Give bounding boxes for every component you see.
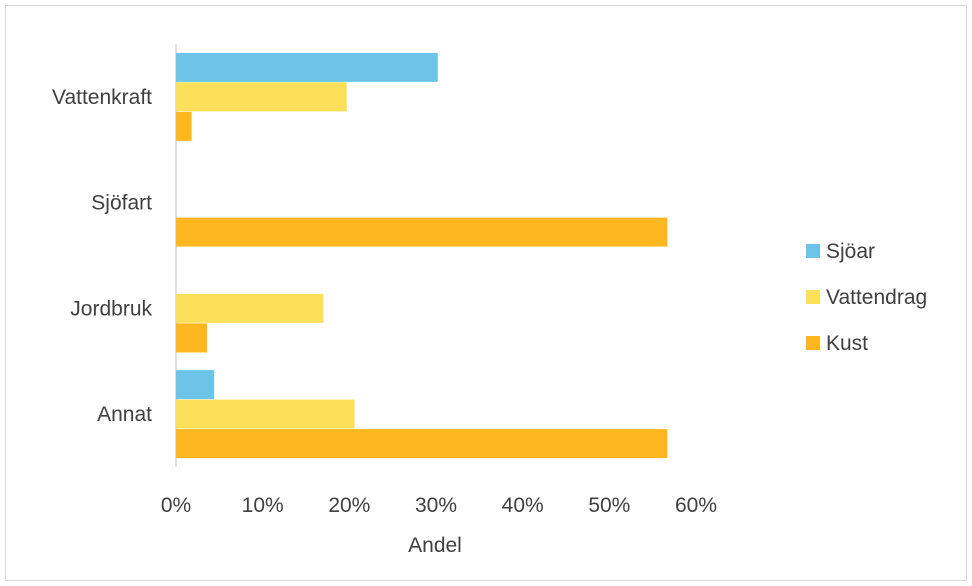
x-tick-label: 30% bbox=[415, 494, 457, 517]
x-tick-label: 60% bbox=[675, 494, 717, 517]
x-tick-label: 40% bbox=[502, 494, 544, 517]
bar-vattendrag bbox=[176, 399, 355, 429]
legend-label: Sjöar bbox=[826, 240, 875, 263]
bar-kust bbox=[176, 111, 192, 141]
bars bbox=[176, 52, 668, 459]
y-category-label: Annat bbox=[97, 403, 152, 426]
bar-kust bbox=[176, 217, 668, 247]
x-tick-label: 0% bbox=[161, 494, 191, 517]
bar-sjöar bbox=[176, 52, 438, 82]
legend-swatch bbox=[806, 244, 820, 258]
legend-swatch bbox=[806, 336, 820, 350]
legend-swatch bbox=[806, 290, 820, 304]
y-category-label: Vattenkraft bbox=[52, 86, 152, 109]
x-axis-title: Andel bbox=[408, 534, 462, 557]
chart-frame bbox=[5, 5, 967, 581]
y-category-label: Jordbruk bbox=[70, 297, 152, 320]
legend: Sjöar Vattendrag Kust bbox=[806, 240, 927, 355]
x-tick-label: 10% bbox=[242, 494, 284, 517]
bar-kust bbox=[176, 429, 668, 459]
legend-label: Vattendrag bbox=[826, 286, 927, 309]
bar-vattendrag bbox=[176, 293, 324, 323]
bar-vattendrag bbox=[176, 82, 347, 112]
bar-sjöar bbox=[176, 370, 215, 400]
labels: 0% 10% 20% 30% 40% 50% 60% Vattenkraft Sjöfart Jo… bbox=[52, 86, 717, 517]
y-category-label: Sjöfart bbox=[91, 192, 152, 215]
legend-label: Kust bbox=[826, 332, 868, 355]
x-tick-label: 50% bbox=[588, 494, 630, 517]
bar-kust bbox=[176, 323, 208, 353]
x-tick-label: 20% bbox=[328, 494, 370, 517]
